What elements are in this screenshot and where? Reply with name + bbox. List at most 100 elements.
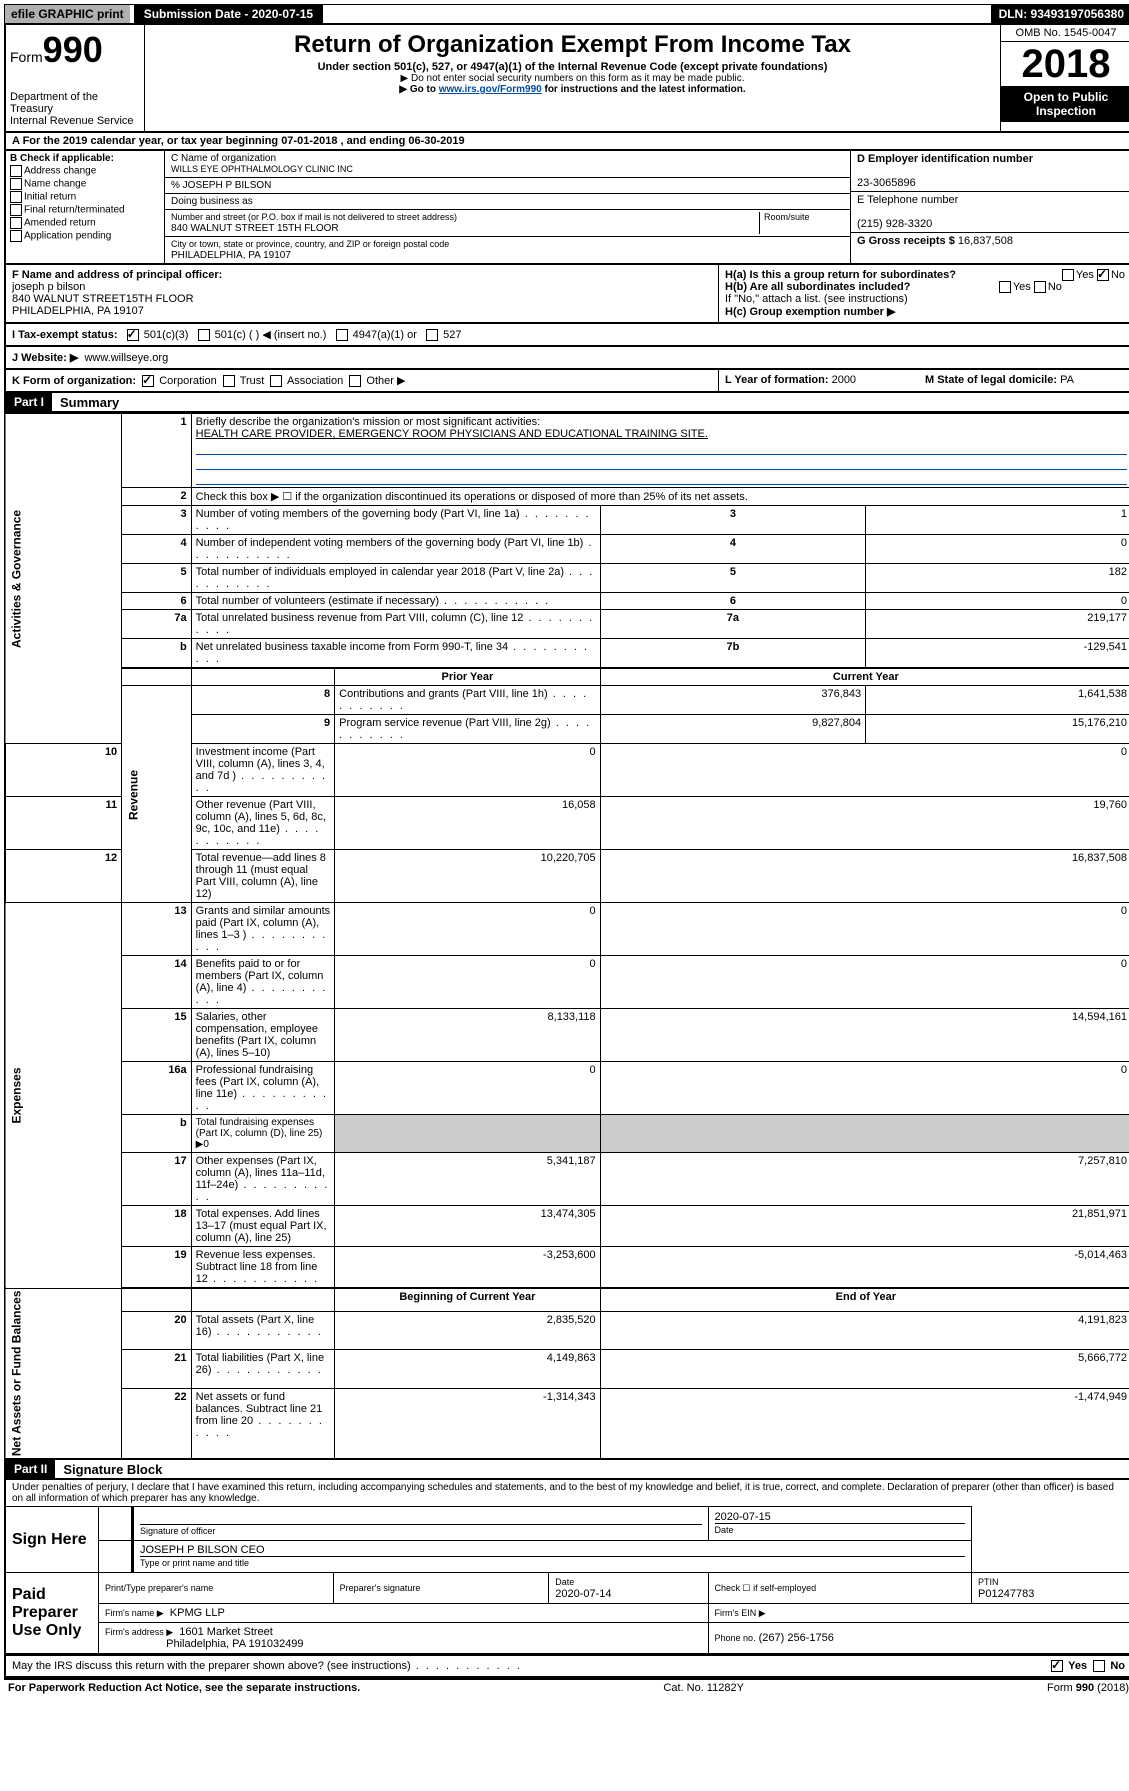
- info-grid: B Check if applicable: Address change Na…: [4, 151, 1129, 265]
- phone: (215) 928-3320: [857, 218, 932, 230]
- k-corp: Corporation: [159, 375, 216, 387]
- lbl3: Number of voting members of the governin…: [191, 506, 600, 535]
- ein: 23-3065896: [857, 177, 916, 189]
- ha-no[interactable]: No: [1111, 269, 1125, 281]
- p21: 4,149,863: [335, 1350, 600, 1388]
- line1-label: Briefly describe the organization's miss…: [196, 416, 540, 428]
- lbl6: Total number of volunteers (estimate if …: [191, 593, 600, 610]
- j-label: J Website: ▶: [12, 352, 78, 364]
- i-label: I Tax-exempt status:: [12, 329, 118, 341]
- val7b: -129,541: [866, 639, 1129, 669]
- opt-501c3: 501(c)(3): [144, 329, 189, 341]
- prep-sig-cell: Preparer's signature: [333, 1573, 549, 1604]
- hb-no[interactable]: No: [1048, 281, 1062, 293]
- dept-treasury: Department of the Treasury: [10, 91, 140, 115]
- gross-receipts: 16,837,508: [958, 235, 1013, 247]
- c18: 21,851,971: [600, 1206, 1129, 1247]
- p19: -3,253,600: [335, 1247, 600, 1289]
- n9: 9: [191, 715, 335, 744]
- part2-header-row: Part II Signature Block: [4, 1460, 1129, 1480]
- domicile-state: PA: [1060, 374, 1074, 386]
- chk-amended[interactable]: Amended return: [10, 217, 160, 229]
- chk-4947[interactable]: [336, 329, 348, 341]
- city-label: City or town, state or province, country…: [171, 239, 449, 249]
- irs-link[interactable]: www.irs.gov/Form990: [439, 84, 542, 95]
- line1-num: 1: [122, 414, 191, 488]
- date-label: Date: [715, 1525, 734, 1535]
- ptin-cell: PTIN P01247783: [972, 1573, 1129, 1604]
- chk-initial[interactable]: Initial return: [10, 191, 160, 203]
- c20: 4,191,823: [600, 1311, 1129, 1349]
- discuss-yes-chk[interactable]: [1051, 1660, 1063, 1672]
- hb-yes[interactable]: Yes: [1013, 281, 1031, 293]
- footer-form-num: 990: [1076, 1682, 1094, 1694]
- chk-final[interactable]: Final return/terminated: [10, 204, 160, 216]
- chk-assoc[interactable]: [270, 375, 282, 387]
- row-ag-5: 5 Total number of individuals employed i…: [5, 564, 1129, 593]
- officer-name-cell: JOSEPH P BILSON CEO Type or print name a…: [133, 1541, 972, 1573]
- officer-addr2: PHILADELPHIA, PA 19107: [12, 305, 144, 317]
- ptin-val: P01247783: [978, 1588, 1034, 1600]
- section-b-label: B Check if applicable:: [10, 153, 114, 164]
- lbl16b: Total fundraising expenses (Part IX, col…: [191, 1115, 335, 1153]
- n16b: b: [122, 1115, 191, 1153]
- chk-corp[interactable]: [142, 375, 154, 387]
- lbl15: Salaries, other compensation, employee b…: [191, 1009, 335, 1062]
- section-k: K Form of organization: Corporation Trus…: [6, 370, 719, 391]
- na-empty-n: [122, 1288, 191, 1311]
- c10: 0: [600, 744, 1129, 797]
- chk-address[interactable]: Address change: [10, 165, 160, 177]
- c11: 19,760: [600, 797, 1129, 850]
- lbl14: Benefits paid to or for members (Part IX…: [191, 956, 335, 1009]
- chk-app-pending[interactable]: Application pending: [10, 230, 160, 242]
- prep-check-cell: Check ☐ if self-employed: [708, 1573, 972, 1604]
- ha-yes[interactable]: Yes: [1076, 269, 1094, 281]
- room-label: Room/suite: [764, 212, 810, 222]
- chk-name[interactable]: Name change: [10, 178, 160, 190]
- efile-button[interactable]: efile GRAPHIC print: [5, 5, 130, 23]
- sig-arrow2: [99, 1541, 133, 1573]
- footer: For Paperwork Reduction Act Notice, see …: [4, 1678, 1129, 1696]
- chk-trust[interactable]: [223, 375, 235, 387]
- city-state: PHILADELPHIA, PA 19107: [171, 250, 291, 261]
- m-label: M State of legal domicile:: [925, 374, 1057, 386]
- chk-other[interactable]: [349, 375, 361, 387]
- n21: 21: [122, 1350, 191, 1388]
- c14: 0: [600, 956, 1129, 1009]
- firm-addr-cell: Firm's address ▶ 1601 Market Street Phil…: [99, 1623, 709, 1655]
- officer-addr1: 840 WALNUT STREET15TH FLOOR: [12, 293, 194, 305]
- p8: 376,843: [600, 686, 865, 715]
- chk-501c[interactable]: [198, 329, 210, 341]
- tax-year: 2018: [1001, 42, 1129, 86]
- n17: 17: [122, 1153, 191, 1206]
- section-i-row: I Tax-exempt status: 501(c)(3) 501(c) ( …: [4, 324, 1129, 347]
- discuss-no-chk[interactable]: [1093, 1660, 1105, 1672]
- mission-text: HEALTH CARE PROVIDER, EMERGENCY ROOM PHY…: [196, 428, 708, 440]
- p9: 9,827,804: [600, 715, 865, 744]
- hdr-begin: Beginning of Current Year: [335, 1288, 600, 1311]
- sig-arrow: [99, 1507, 133, 1541]
- na-empty-l: [191, 1288, 335, 1311]
- sign-here-label: Sign Here: [5, 1507, 99, 1573]
- part2-title: Signature Block: [55, 1462, 162, 1477]
- top-toolbar: efile GRAPHIC print Submission Date - 20…: [4, 4, 1129, 24]
- c-name-label: C Name of organization: [171, 153, 276, 164]
- note2-post: for instructions and the latest informat…: [542, 84, 746, 95]
- hdr-curr: Current Year: [600, 668, 1129, 686]
- discuss-row: May the IRS discuss this return with the…: [4, 1655, 1129, 1678]
- hb-label: H(b) Are all subordinates included?: [725, 281, 910, 293]
- form-prefix: Form: [10, 49, 43, 65]
- empty-num: [122, 668, 191, 686]
- chk-527[interactable]: [426, 329, 438, 341]
- row-ag-7b: b Net unrelated business taxable income …: [5, 639, 1129, 669]
- k-trust: Trust: [240, 375, 265, 387]
- chk-501c3[interactable]: [127, 329, 139, 341]
- line2: Check this box ▶ ☐ if the organization d…: [191, 488, 1129, 506]
- form-header: Form990 Department of the Treasury Inter…: [4, 24, 1129, 133]
- opt-527: 527: [443, 329, 461, 341]
- c15: 14,594,161: [600, 1009, 1129, 1062]
- box6: 6: [600, 593, 865, 610]
- part1-title: Summary: [52, 395, 119, 410]
- self-emp-label: Check ☐ if self-employed: [715, 1583, 817, 1593]
- section-j-row: J Website: ▶ www.willseye.org: [4, 347, 1129, 370]
